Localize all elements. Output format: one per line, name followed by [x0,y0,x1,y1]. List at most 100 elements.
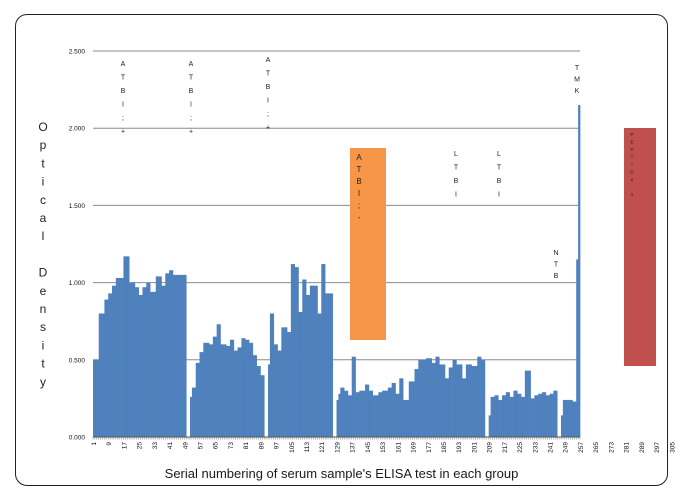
bar [349,395,353,437]
box-label-letter: T [631,155,634,160]
bar [315,285,318,437]
bar [323,264,326,437]
annotation-letter: T [189,75,194,82]
x-tick-label: 217 [502,442,509,453]
bar [119,277,122,437]
x-tick-label: 17 [121,442,128,450]
bar [155,276,159,437]
bar [553,390,556,437]
x-axis-title: Serial numbering of serum sample's ELISA… [164,466,519,481]
bar [351,356,354,437]
bar [306,294,309,437]
bar [250,342,254,437]
bar [414,369,417,437]
bar [106,299,109,437]
annotation-letter: B [266,84,271,91]
bar [374,395,377,437]
annotation-letter: I [498,192,500,199]
bar [532,398,535,437]
bar [340,387,343,437]
bar [502,395,505,437]
y-axis-title-letter: n [40,302,47,316]
annotation-letter: M [574,77,580,84]
bar [555,390,558,437]
bar [258,365,261,437]
bar [100,313,103,437]
y-axis-title-letter: l [42,229,45,243]
bar [254,355,257,437]
bar [304,279,307,437]
bar [252,355,256,437]
bar [273,344,276,437]
x-tick-label: 65 [213,442,220,450]
bar [144,287,147,437]
bar [372,395,375,437]
bar [148,282,151,437]
annotation-letter: ; [190,115,192,122]
x-tick-label: 97 [274,442,281,450]
annotation-letter: T [121,75,126,82]
bar [359,390,362,437]
annotation-letter: I [267,98,269,105]
annotation-letter: + [189,129,193,136]
bar [578,105,581,437]
x-tick-label: 9 [106,442,113,446]
bar [549,393,552,437]
bar [113,285,117,437]
annotation-letter: + [266,125,270,132]
bar [220,344,223,437]
x-tick-label: 41 [167,442,174,450]
y-axis-title-letter: t [41,156,45,170]
bar [285,327,288,437]
bar [224,344,227,437]
bar [292,264,295,437]
y-axis-title-letter: t [41,357,45,371]
bar [526,370,529,437]
annotation-letter: I [190,102,192,109]
peptide-box [624,128,656,366]
bar [458,364,461,437]
bar [226,345,229,437]
bar [545,395,549,437]
bar [229,339,233,437]
annotation-letter: L [454,151,458,158]
bar [153,291,157,437]
y-axis-title-letter: s [40,320,46,334]
bar [446,378,450,437]
bar [182,274,185,437]
bar [121,277,124,437]
bar [541,392,545,437]
bar [454,359,457,437]
bar [365,384,368,437]
box-label-letter: I [358,189,360,198]
bar [180,274,183,437]
x-tick-label: 33 [152,442,159,450]
bar [450,367,453,437]
bar [551,393,554,437]
bar [524,370,528,437]
bar [353,356,356,437]
x-tick-label: 265 [593,442,600,453]
bar [441,364,444,437]
bar [138,294,141,437]
bar [279,350,282,437]
bar [271,313,275,437]
bar [462,378,465,437]
bar [174,274,178,437]
bar [191,387,195,437]
bar [342,387,345,437]
bar [467,364,471,437]
annotation-letter: B [554,273,559,280]
bar [243,338,246,437]
x-tick-label: 185 [441,442,448,453]
bar [401,378,404,437]
bar [176,274,179,437]
annotation-letter: A [189,61,194,68]
bar [288,332,292,437]
bar [530,398,533,437]
bar [171,270,174,437]
bar [302,279,305,437]
bar [209,344,212,437]
bar [538,393,541,437]
